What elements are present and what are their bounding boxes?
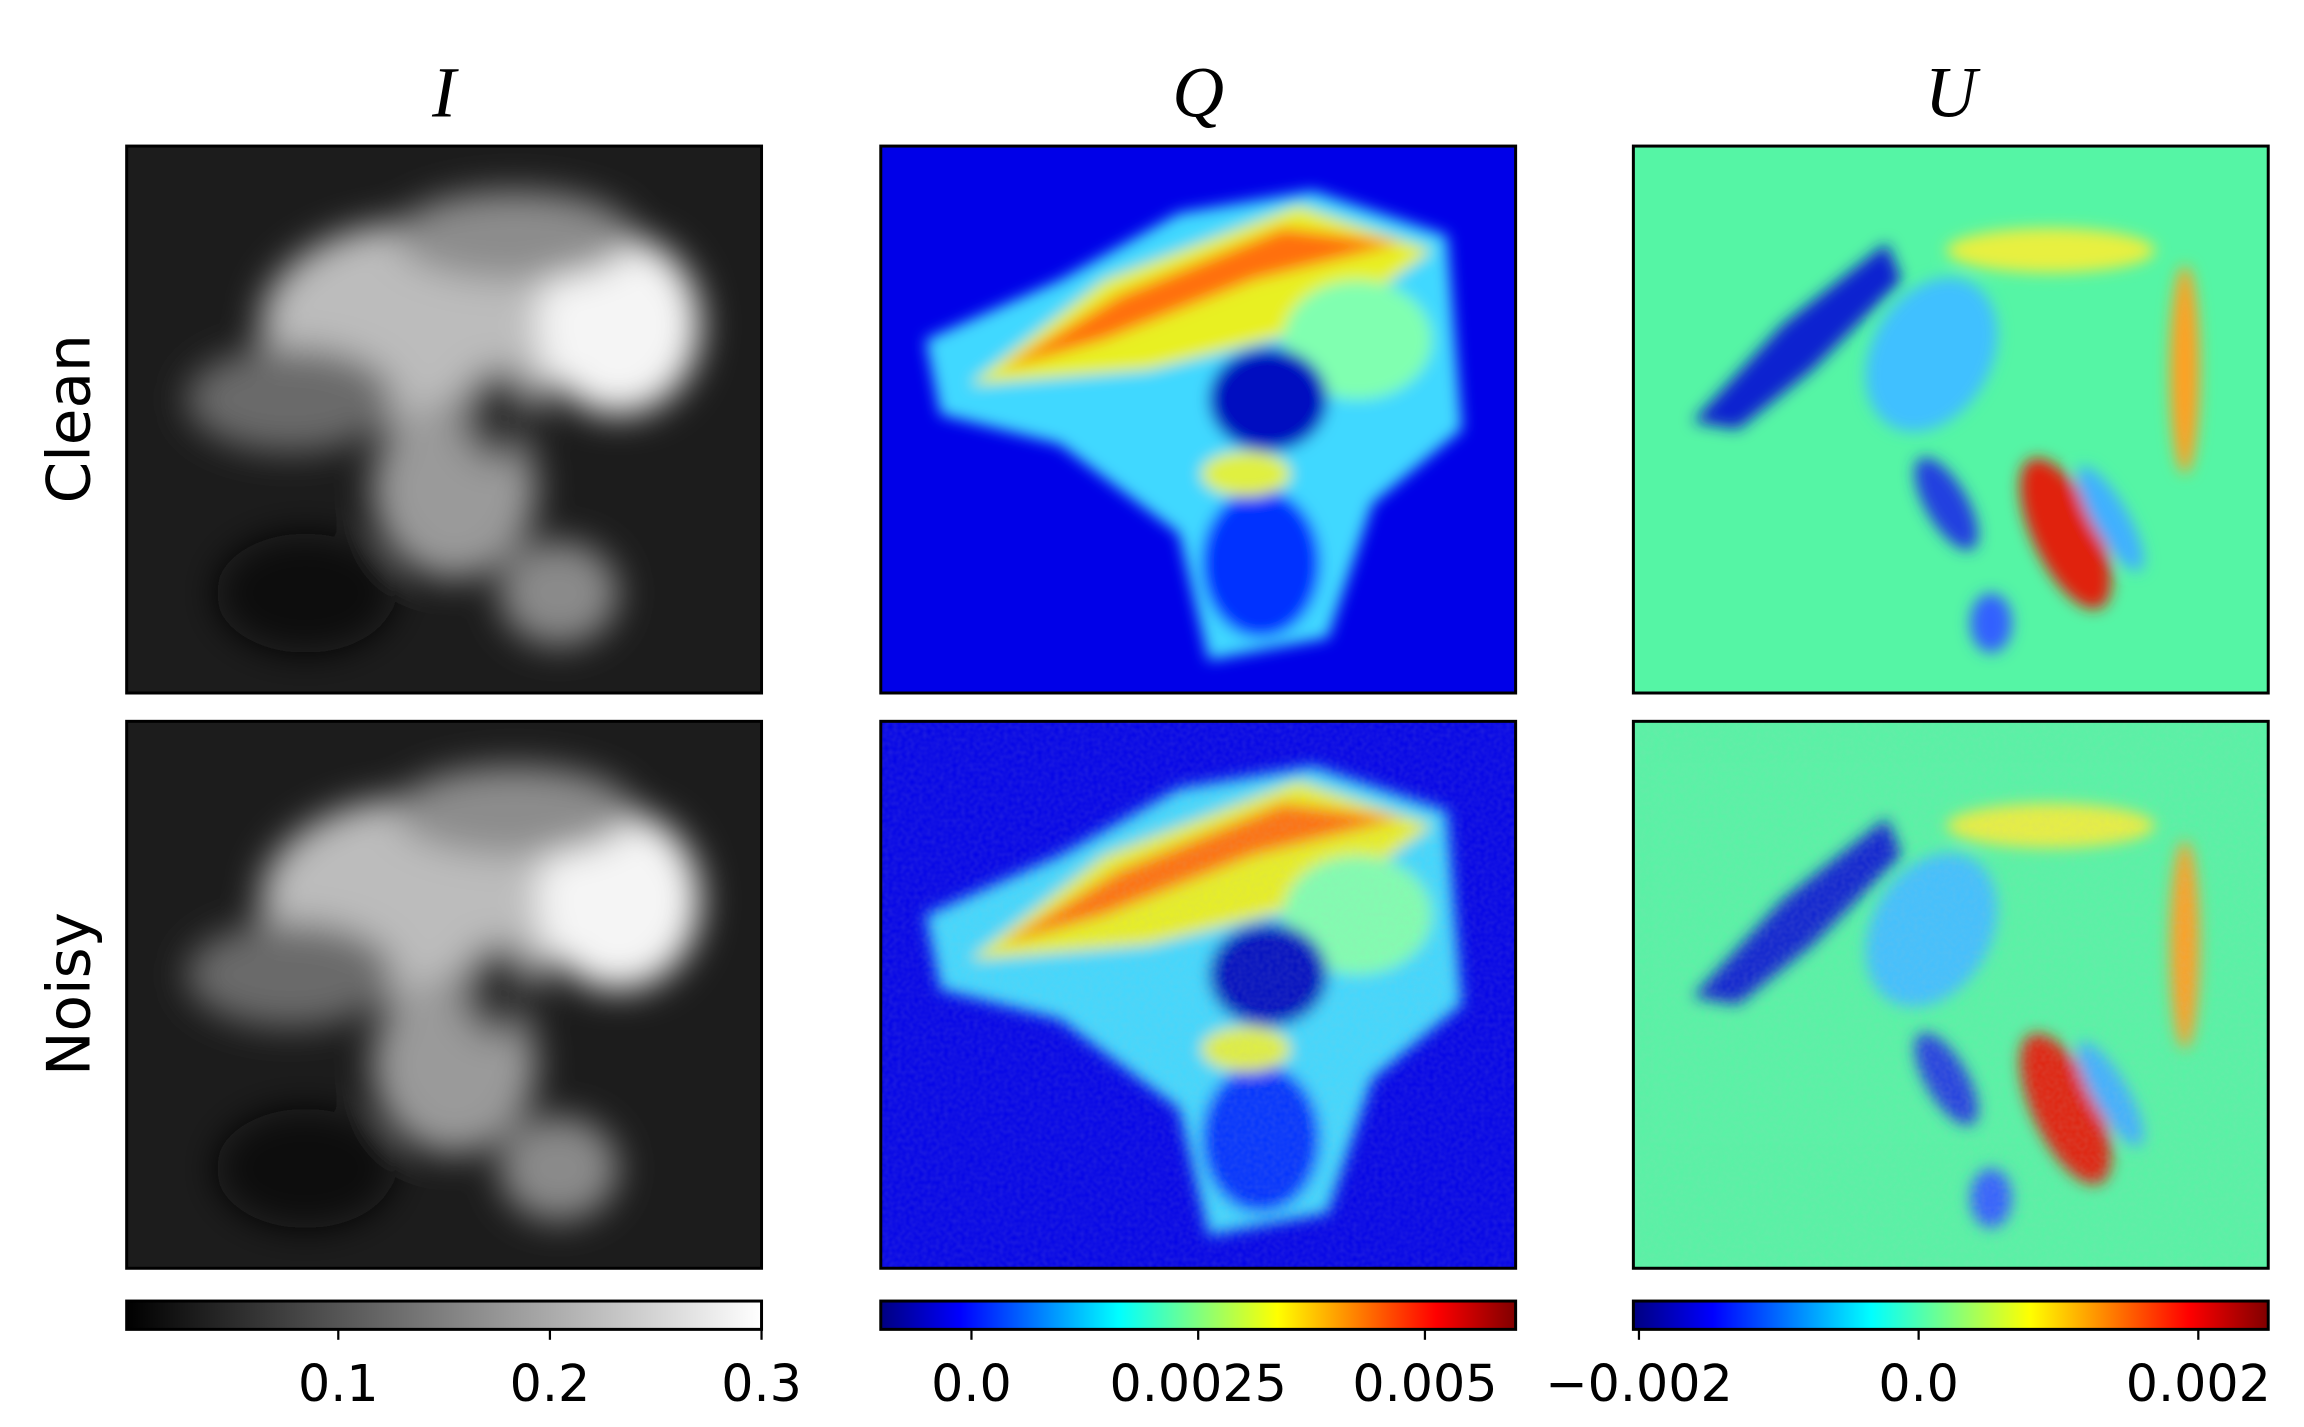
column-title: Q bbox=[1172, 53, 1224, 132]
colorbar bbox=[1631, 1299, 2270, 1331]
colorbar-tick-label: 0.3 bbox=[721, 1354, 802, 1413]
panel-i-clean bbox=[127, 146, 762, 693]
row-label: Clean bbox=[35, 334, 104, 503]
colorbar-tick-label: 0.1 bbox=[298, 1354, 379, 1413]
column-title: I bbox=[431, 53, 459, 132]
colorbar-tick-label: 0.0 bbox=[1878, 1354, 1959, 1413]
panel-frames bbox=[125, 144, 2270, 1270]
colorbar-tick-label: 0.002 bbox=[2126, 1354, 2271, 1413]
row-label: Noisy bbox=[35, 912, 104, 1076]
colorbar-tick-label: 0.2 bbox=[510, 1354, 591, 1413]
panel-q-clean bbox=[881, 146, 1516, 693]
colorbar-tick-label: 0.0025 bbox=[1110, 1354, 1287, 1413]
panel-u-noisy bbox=[1633, 721, 2269, 1269]
colorbar-tick-label: 0.005 bbox=[1352, 1354, 1497, 1413]
colorbar-tick-label: −0.002 bbox=[1545, 1354, 1732, 1413]
colorbar bbox=[125, 1299, 764, 1331]
colorbar-tick-label: 0.0 bbox=[931, 1354, 1012, 1413]
panel-u-clean bbox=[1633, 146, 2268, 693]
column-title: U bbox=[1925, 53, 1981, 132]
colorbar bbox=[879, 1299, 1518, 1331]
panel-i-noisy bbox=[127, 721, 762, 1268]
panel-q-noisy bbox=[880, 721, 1516, 1269]
